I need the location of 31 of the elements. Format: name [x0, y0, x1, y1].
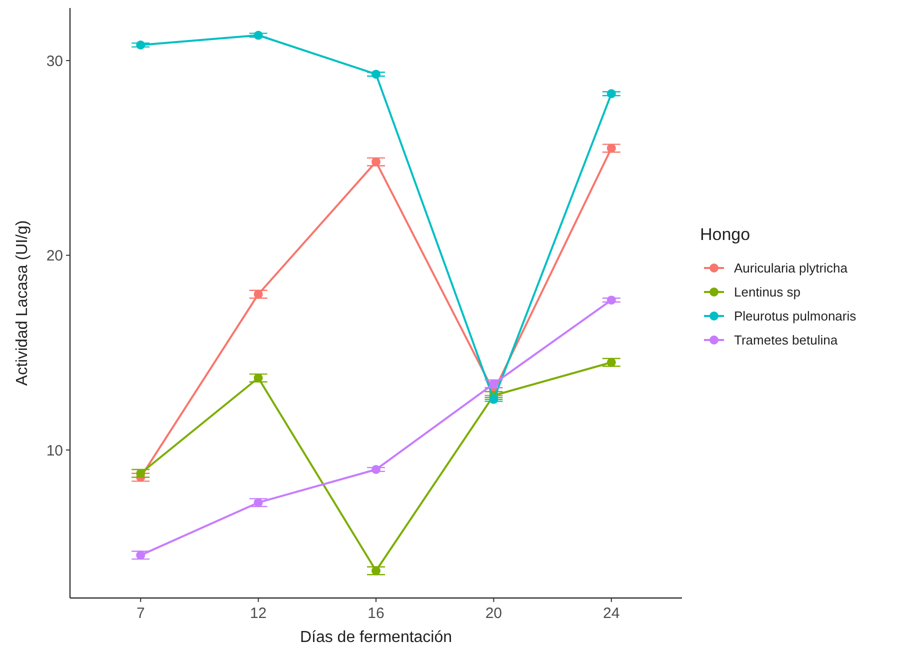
point: [372, 70, 380, 79]
point: [606, 296, 616, 305]
point: [372, 157, 380, 166]
x-tick-label: 20: [485, 605, 502, 622]
point: [489, 394, 498, 404]
point: [606, 358, 616, 367]
y-axis-title: Actividad Lacasa (UI/g): [14, 220, 31, 386]
y-tick-label: 10: [46, 442, 63, 460]
x-tick-label: 16: [368, 605, 384, 622]
point: [254, 290, 263, 299]
point: [136, 40, 146, 50]
point: [136, 468, 146, 478]
point: [606, 89, 616, 98]
legend-label: Trametes betulina: [734, 332, 838, 348]
legend-label: Pleurotus pulmonaris: [734, 308, 857, 324]
point: [489, 379, 498, 388]
point: [136, 550, 146, 560]
point: [254, 30, 263, 40]
x-axis-title: Días de fermentación: [300, 629, 452, 646]
legend-label: Auricularia plytricha: [734, 260, 848, 276]
x-tick-label: 12: [250, 605, 267, 622]
point: [372, 566, 380, 576]
x-tick-label: 7: [136, 605, 145, 622]
x-tick-label: 24: [603, 605, 620, 622]
point: [372, 464, 380, 474]
legend-label: Lentinus sp: [734, 284, 800, 300]
point: [606, 144, 616, 153]
y-tick-label: 20: [46, 248, 63, 265]
y-tick-label: 30: [46, 52, 63, 70]
point: [254, 498, 263, 508]
legend-title: Hongo: [700, 225, 750, 244]
